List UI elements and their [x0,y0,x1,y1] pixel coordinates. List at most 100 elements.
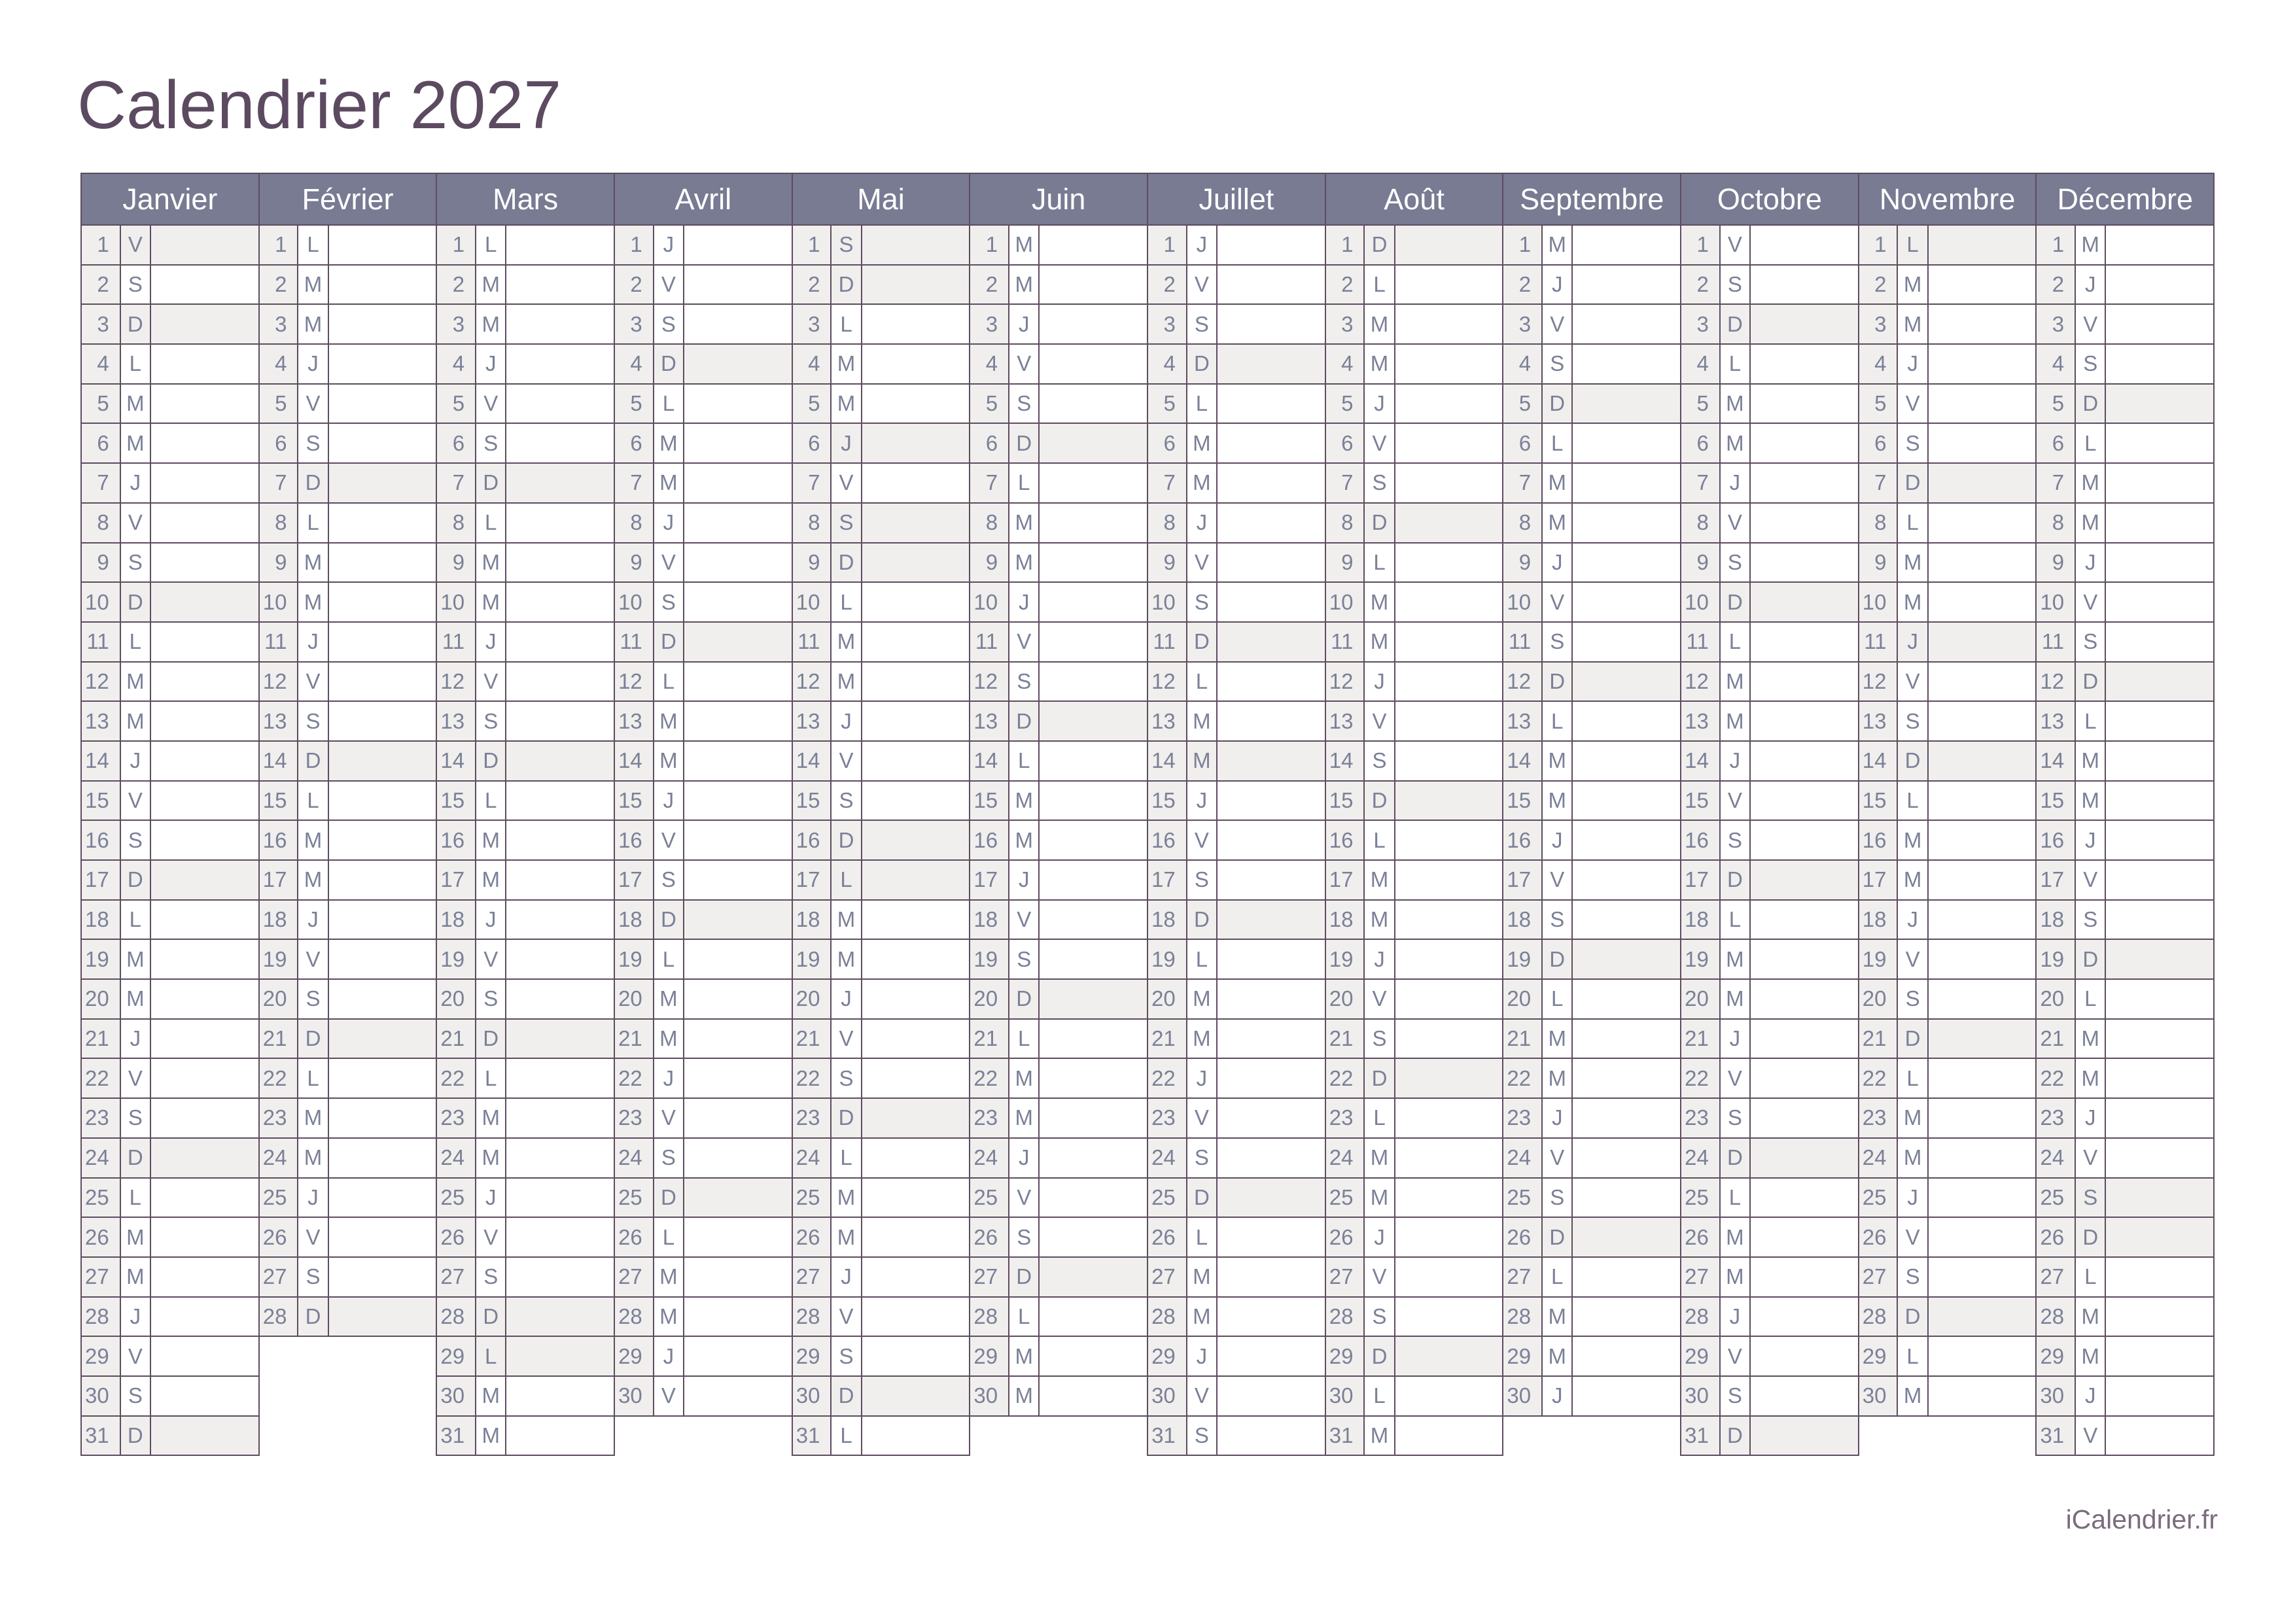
day-row: 28 D [258,1296,438,1338]
day-row: 20 M [1680,978,1859,1020]
day-number-cell: 29 [614,1336,654,1377]
day-number-cell: 20 [969,978,1010,1020]
day-letter-cell: L [1363,264,1395,305]
day-row: 19 M [791,939,971,980]
day-number-cell: 9 [436,542,477,583]
day-row: 24 L [791,1137,971,1179]
day-row: 28 J [80,1296,260,1338]
day-row: 19 L [614,939,793,980]
day-row: 27 L [1502,1256,1682,1298]
day-row: 20 M [80,978,260,1020]
day-number-cell: 23 [1857,1097,1899,1139]
day-row: 13 S [1857,700,2037,742]
day-number-cell: 25 [2035,1177,2076,1218]
month-table-6: Juin 1 M 2 M 3 J 4 V 5 S 6 D 7 L 8 M 9 M 10 J 11 V 12 S 13 D 14 L 15 M… [969,173,1149,1417]
day-letter-cell: J [1719,740,1751,782]
day-note-cell [682,224,793,266]
day-letter-cell: V [652,1097,684,1139]
day-letter-cell: V [1897,383,1929,424]
day-row: 23 M [436,1097,616,1139]
day-number-cell: 15 [436,780,477,821]
day-letter-cell: M [1185,1296,1218,1338]
day-number-cell: 26 [2035,1217,2076,1258]
day-letter-cell: V [1363,1256,1395,1298]
day-number-cell: 2 [436,264,477,305]
day-note-cell [860,1415,971,1457]
day-row: 17 J [969,859,1149,901]
day-number-cell: 31 [1147,1415,1187,1457]
day-letter-cell: S [1541,1177,1573,1218]
day-number-cell: 25 [1147,1177,1187,1218]
day-number-cell: 4 [2035,343,2076,385]
day-letter-cell: M [119,939,151,980]
day-letter-cell: J [830,423,862,464]
day-letter-cell: V [830,1296,862,1338]
day-number-cell: 8 [1857,502,1899,544]
day-number-cell: 23 [614,1097,654,1139]
day-row: 21 M [2035,1018,2215,1060]
day-note-cell [505,423,616,464]
month-column-3: Mars 1 L 2 M 3 M 4 J 5 V 6 S 7 D 8 L 9 M 10 M 11 J 12 V 13 S 14 D 15 L… [436,173,616,1457]
day-letter-cell: L [652,383,684,424]
day-row: 12 V [258,661,438,702]
day-letter-cell: S [1897,978,1929,1020]
day-row: 19 V [1857,939,2037,980]
day-letter-cell: J [2075,1375,2107,1417]
day-note-cell [1571,1058,1682,1099]
day-number-cell: 26 [1680,1217,1721,1258]
day-row: 12 J [1324,661,1504,702]
day-note-cell [1393,423,1504,464]
day-note-cell [149,700,260,742]
month-column-12: Décembre 1 M 2 J 3 V 4 S 5 D 6 L 7 M 8 M 9 J 10 V 11 S 12 D 13 L 14… [2035,173,2215,1457]
day-number-cell: 26 [969,1217,1010,1258]
day-note-cell [1749,899,1859,941]
day-row: 26 V [436,1217,616,1258]
day-number-cell: 29 [1680,1336,1721,1377]
day-row: 11 M [791,621,971,663]
day-note-cell [1749,859,1859,901]
day-letter-cell: M [652,1256,684,1298]
day-number-cell: 8 [614,502,654,544]
day-note-cell [1571,542,1682,583]
day-row: 27 M [1147,1256,1326,1298]
day-letter-cell: L [1897,224,1929,266]
day-letter-cell: L [2075,1256,2107,1298]
day-letter-cell: S [297,700,329,742]
day-number-cell: 15 [1680,780,1721,821]
day-row: 18 J [436,899,616,941]
day-note-cell [1216,462,1326,504]
day-letter-cell: M [1719,700,1751,742]
day-note-cell [1749,780,1859,821]
day-letter-cell: D [1008,1256,1040,1298]
day-number-cell: 10 [791,581,832,623]
day-row: 15 S [791,780,971,821]
day-note-cell [860,621,971,663]
day-row: 26 M [791,1217,971,1258]
day-number-cell: 29 [1502,1336,1543,1377]
day-number-cell: 14 [614,740,654,782]
day-letter-cell: L [1185,383,1218,424]
day-note-cell [149,224,260,266]
day-note-cell [1393,1058,1504,1099]
day-note-cell [860,1137,971,1179]
day-letter-cell: J [297,899,329,941]
day-number-cell: 14 [436,740,477,782]
day-number-cell: 12 [1147,661,1187,702]
day-letter-cell: M [1541,1058,1573,1099]
day-number-cell: 27 [80,1256,121,1298]
day-letter-cell: S [652,859,684,901]
day-note-cell [149,1058,260,1099]
day-row: 11 D [614,621,793,663]
day-row: 28 L [969,1296,1149,1338]
day-note-cell [149,621,260,663]
day-note-cell [1749,1256,1859,1298]
day-letter-cell: J [1541,1097,1573,1139]
day-row: 28 M [2035,1296,2215,1338]
day-note-cell [1571,780,1682,821]
day-note-cell [2105,581,2215,623]
